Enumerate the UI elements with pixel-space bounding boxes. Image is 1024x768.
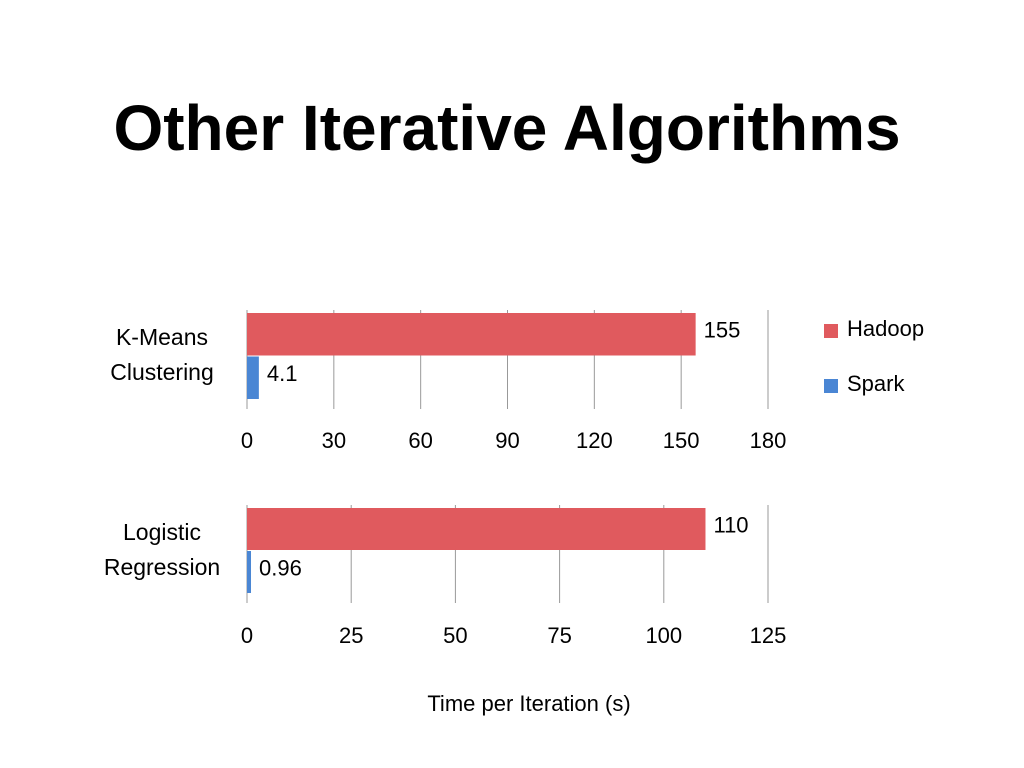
legend-label: Spark [847, 371, 905, 396]
x-tick-label: 0 [241, 623, 253, 648]
x-tick-label: 120 [576, 428, 613, 453]
x-tick-label: 180 [750, 428, 787, 453]
bar [247, 551, 252, 593]
bar [247, 508, 706, 550]
x-tick-label: 25 [339, 623, 363, 648]
legend-swatch [824, 379, 838, 393]
category-label: Logistic Regression [103, 519, 221, 580]
bar [247, 356, 259, 399]
x-tick-label: 125 [750, 623, 787, 648]
data-label: 155 [704, 318, 741, 343]
x-tick-label: 60 [408, 428, 432, 453]
data-label: 110 [713, 512, 748, 537]
x-axis-label: Time per Iteration (s) [427, 691, 630, 716]
data-label: 0.96 [259, 555, 302, 580]
x-tick-label: 75 [547, 623, 571, 648]
x-tick-label: 50 [443, 623, 467, 648]
x-tick-label: 30 [322, 428, 346, 453]
category-label: K-Means Clustering [110, 324, 214, 385]
x-tick-label: 150 [663, 428, 700, 453]
slide-title: Other Iterative Algorithms [113, 92, 900, 164]
legend-label: Hadoop [847, 316, 924, 341]
x-tick-label: 90 [495, 428, 519, 453]
x-tick-label: 100 [645, 623, 682, 648]
data-label: 4.1 [267, 361, 298, 386]
bar [247, 313, 696, 356]
x-tick-label: 0 [241, 428, 253, 453]
legend-swatch [824, 324, 838, 338]
